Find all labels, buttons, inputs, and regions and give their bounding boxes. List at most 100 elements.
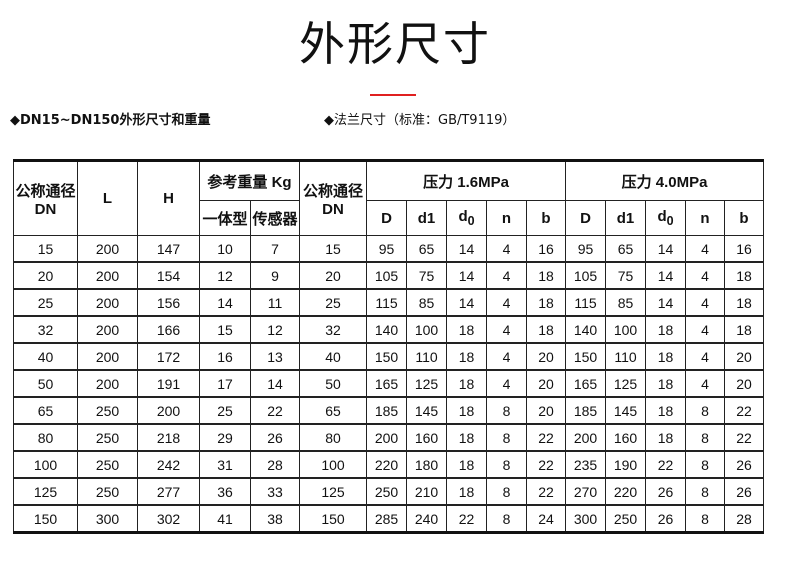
table-cell: 145: [406, 396, 448, 425]
table-cell: 33: [249, 477, 301, 506]
table-cell: 300: [77, 504, 138, 534]
table-cell: 12: [199, 261, 251, 290]
table-cell: 14: [446, 261, 488, 290]
table-cell: 8: [685, 423, 726, 452]
header-dn-flange: 公称通径DN: [299, 160, 368, 236]
flange-heading: ◆法兰尺寸（标准：GB/T9119）: [324, 113, 516, 128]
table-cell: 150: [565, 342, 607, 371]
table-cell: 65: [299, 396, 368, 425]
header-pressure-4-0: 压力 4.0MPa: [565, 160, 765, 201]
table-cell: 14: [249, 369, 301, 398]
table-cell: 200: [366, 423, 408, 452]
header-n: n: [486, 200, 528, 236]
table-cell: 28: [724, 504, 765, 534]
table-cell: 200: [77, 342, 138, 371]
table-row: 125 250 277 36 33 125 250 210 18 8 22 270 220 26 8 26: [13, 477, 765, 506]
table-cell: 150: [299, 504, 368, 534]
table-cell: 250: [77, 477, 138, 506]
table-row: 65 250 200 25 22 65 185 145 18 8 20 185 145 18 8 22: [13, 396, 765, 425]
table-cell: 180: [406, 450, 448, 479]
table-cell: 4: [486, 235, 528, 263]
table-cell: 18: [645, 396, 687, 425]
table-cell: 4: [486, 315, 528, 344]
table-cell: 22: [526, 477, 567, 506]
table-cell: 13: [249, 342, 301, 371]
table-cell: 172: [137, 342, 200, 371]
table-cell: 4: [685, 288, 726, 317]
table-cell: 105: [366, 261, 408, 290]
table-cell: 8: [486, 477, 528, 506]
table-cell: 277: [137, 477, 200, 506]
table-cell: 160: [406, 423, 448, 452]
table-cell: 200: [77, 315, 138, 344]
table-cell: 250: [77, 423, 138, 452]
table-cell: 160: [605, 423, 647, 452]
table-cell: 8: [486, 396, 528, 425]
table-cell: 285: [366, 504, 408, 534]
table-cell: 18: [526, 261, 567, 290]
table-cell: 110: [406, 342, 448, 371]
table-cell: 7: [249, 235, 301, 263]
table-cell: 75: [605, 261, 647, 290]
table-cell: 240: [406, 504, 448, 534]
table-cell: 8: [486, 450, 528, 479]
table-cell: 26: [645, 504, 687, 534]
table-cell: 18: [645, 369, 687, 398]
table-cell: 10: [199, 235, 251, 263]
table-cell: 18: [446, 423, 488, 452]
table-cell: 140: [366, 315, 408, 344]
table-cell: 22: [249, 396, 301, 425]
table-cell: 185: [366, 396, 408, 425]
table-cell: 14: [645, 288, 687, 317]
header-integral: 一体型: [199, 200, 251, 236]
header-d1: d1: [406, 200, 448, 236]
table-cell: 4: [685, 235, 726, 263]
table-cell: 20: [724, 342, 765, 371]
table-cell: 4: [486, 369, 528, 398]
table-cell: 8: [685, 396, 726, 425]
table-cell: 85: [406, 288, 448, 317]
table-cell: 65: [13, 396, 78, 425]
table-cell: 200: [77, 235, 138, 263]
table-cell: 24: [526, 504, 567, 534]
table-cell: 18: [645, 315, 687, 344]
table-cell: 18: [645, 423, 687, 452]
header-d: D: [565, 200, 607, 236]
table-cell: 4: [685, 342, 726, 371]
table-cell: 150: [13, 504, 78, 534]
table-cell: 32: [13, 315, 78, 344]
table-cell: 36: [199, 477, 251, 506]
table-cell: 250: [366, 477, 408, 506]
table-cell: 200: [77, 288, 138, 317]
table-cell: 15: [199, 315, 251, 344]
table-cell: 100: [13, 450, 78, 479]
table-cell: 95: [565, 235, 607, 263]
table-cell: 18: [446, 342, 488, 371]
table-row: 80 250 218 29 26 80 200 160 18 8 22 200 160 18 8 22: [13, 423, 765, 452]
table-cell: 80: [13, 423, 78, 452]
table-cell: 16: [526, 235, 567, 263]
header-b: b: [526, 200, 567, 236]
table-cell: 20: [526, 369, 567, 398]
table-cell: 32: [299, 315, 368, 344]
header-d1: d1: [605, 200, 647, 236]
table-cell: 4: [486, 261, 528, 290]
title-underline: [370, 94, 416, 96]
table-row: 15 200 147 10 7 15 95 65 14 4 16 95 65 14 4 16: [13, 235, 765, 263]
table-cell: 22: [645, 450, 687, 479]
table-cell: 16: [199, 342, 251, 371]
table-cell: 22: [526, 450, 567, 479]
table-cell: 95: [366, 235, 408, 263]
table-row: 25 200 156 14 11 25 115 85 14 4 18 115 85 14 4 18: [13, 288, 765, 317]
header-d0: d0: [446, 200, 488, 236]
table-cell: 185: [565, 396, 607, 425]
table-cell: 140: [565, 315, 607, 344]
table-cell: 145: [605, 396, 647, 425]
table-cell: 270: [565, 477, 607, 506]
header-b: b: [724, 200, 765, 236]
table-cell: 20: [13, 261, 78, 290]
table-cell: 147: [137, 235, 200, 263]
table-cell: 8: [486, 504, 528, 534]
dimensions-heading: ◆DN15~DN150外形尺寸和重量: [10, 113, 211, 128]
table-cell: 20: [724, 369, 765, 398]
